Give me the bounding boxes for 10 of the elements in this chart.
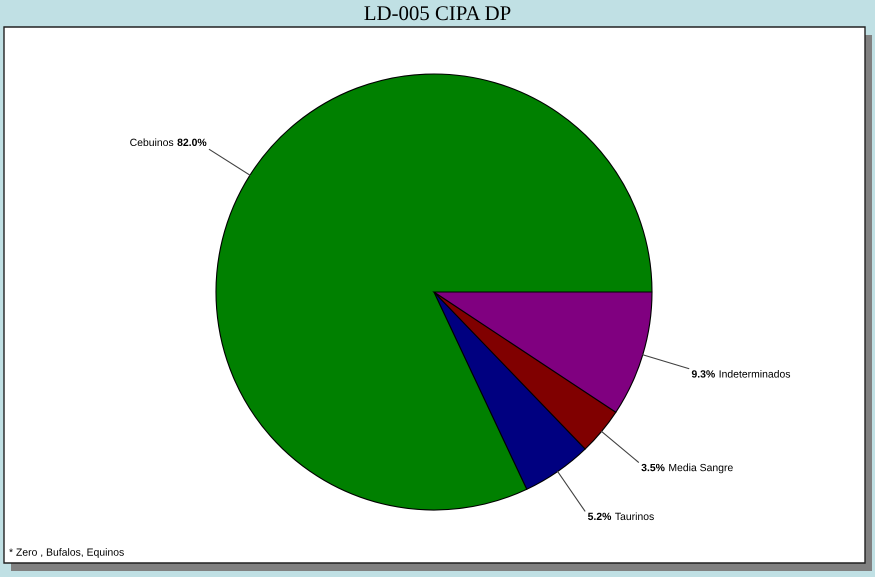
data-label: 82.0% <box>177 138 206 146</box>
data-label: 5.2% <box>588 512 612 520</box>
slice-label: Indeterminados <box>720 370 790 378</box>
text: * Zero , Bufalos, Equinos <box>9 548 124 558</box>
data-label: 9.3% <box>692 370 715 378</box>
chart-title: LD-005 CIPA DP <box>364 6 510 20</box>
slice-label: Taurinos <box>615 512 654 520</box>
slice-label: Media Sangre <box>669 464 733 474</box>
data-label: 3.5% <box>641 464 665 472</box>
slice-label: Cebuinos <box>130 138 174 146</box>
